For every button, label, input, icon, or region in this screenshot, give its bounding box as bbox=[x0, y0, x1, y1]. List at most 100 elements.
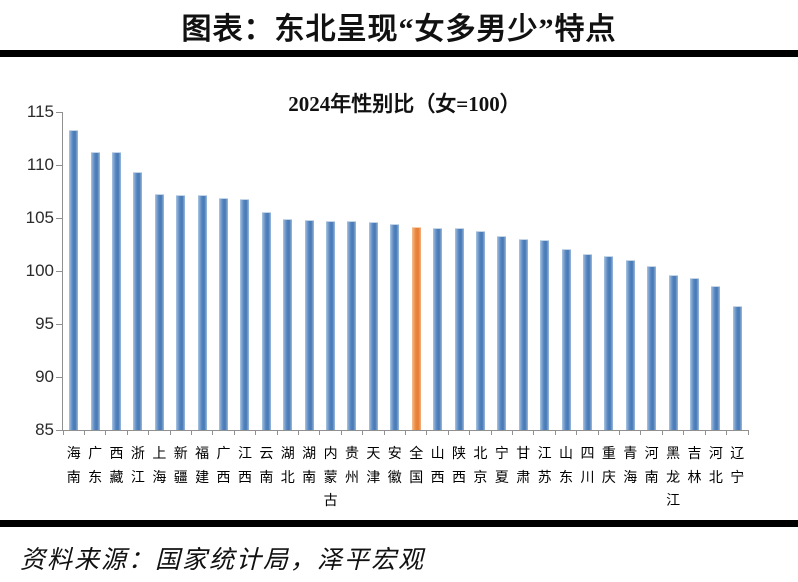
x-axis-label: 江西 bbox=[237, 447, 252, 486]
x-axis-label: 江苏 bbox=[537, 447, 552, 486]
bar bbox=[625, 260, 635, 430]
bar bbox=[540, 240, 550, 430]
bar bbox=[112, 152, 122, 430]
x-axis-label: 全国 bbox=[409, 447, 424, 486]
source-text: 资料来源：国家统计局，泽平宏观 bbox=[20, 547, 426, 574]
y-axis-tick bbox=[56, 217, 62, 219]
x-axis-tick bbox=[276, 430, 278, 435]
bar bbox=[90, 152, 100, 430]
plot-area: 115 110 105 100 95 90 85 海南 广东 西藏 浙江 上海 新疆 福建 广西 江西 云南 湖北… bbox=[26, 103, 749, 509]
x-axis-label: 吉林 bbox=[687, 447, 702, 486]
bar bbox=[368, 222, 378, 430]
x-axis-label: 安徽 bbox=[387, 447, 402, 486]
x-axis-label: 重庆 bbox=[601, 447, 616, 486]
bar bbox=[433, 227, 443, 430]
x-axis-label: 黑龙江 bbox=[666, 447, 681, 509]
bar bbox=[347, 221, 357, 430]
bar bbox=[497, 236, 507, 430]
y-axis-label: 95 bbox=[35, 314, 54, 333]
x-axis-tick bbox=[83, 430, 85, 435]
y-axis-label: 115 bbox=[26, 102, 54, 121]
bar bbox=[133, 172, 143, 430]
x-axis-tick bbox=[576, 430, 578, 435]
x-axis-tick bbox=[405, 430, 406, 435]
x-axis-label: 北京 bbox=[473, 447, 488, 486]
x-axis-label: 河南 bbox=[644, 447, 659, 486]
x-axis-tick bbox=[62, 430, 64, 435]
x-axis-label: 广东 bbox=[88, 447, 103, 486]
y-axis-tick bbox=[56, 323, 62, 325]
x-axis-label: 上海 bbox=[152, 447, 167, 486]
y-axis-tick bbox=[56, 376, 62, 378]
bar bbox=[197, 194, 207, 430]
x-axis-label: 湖南 bbox=[302, 447, 317, 486]
x-axis-tick bbox=[362, 430, 364, 435]
x-axis-tick bbox=[233, 430, 235, 435]
y-axis-tick bbox=[56, 270, 62, 272]
x-axis-tick bbox=[512, 430, 514, 435]
x-axis-label: 四川 bbox=[580, 447, 595, 486]
bar bbox=[454, 227, 464, 430]
bar bbox=[261, 211, 271, 430]
bar-highlight bbox=[411, 226, 421, 430]
x-axis-label: 天津 bbox=[366, 447, 381, 486]
x-axis-label: 云南 bbox=[259, 447, 274, 486]
bar bbox=[390, 224, 400, 430]
bar bbox=[668, 275, 678, 430]
x-axis-tick bbox=[126, 430, 128, 435]
bar bbox=[304, 220, 314, 430]
x-axis-label: 河北 bbox=[708, 447, 723, 486]
x-axis-tick bbox=[190, 430, 192, 435]
x-axis-tick bbox=[597, 430, 599, 435]
x-axis-tick bbox=[661, 430, 663, 435]
x-axis-label: 甘肃 bbox=[516, 447, 531, 486]
x-axis-tick bbox=[640, 430, 642, 435]
bar bbox=[154, 193, 164, 430]
bar bbox=[176, 194, 186, 430]
x-axis-tick bbox=[447, 430, 449, 435]
bar bbox=[326, 221, 336, 430]
x-axis-label: 山西 bbox=[430, 447, 445, 486]
y-axis-label: 100 bbox=[25, 261, 54, 280]
bar bbox=[475, 230, 485, 430]
x-axis-tick bbox=[469, 430, 471, 435]
page-title: 图表：东北呈现“女多男少”特点 bbox=[181, 13, 617, 46]
y-axis-label: 85 bbox=[35, 420, 54, 439]
y-axis-tick bbox=[56, 429, 62, 431]
x-axis-label: 宁夏 bbox=[494, 447, 509, 486]
x-axis-tick bbox=[554, 430, 556, 435]
bar bbox=[732, 306, 742, 430]
x-axis-tick bbox=[726, 430, 728, 435]
x-axis-label: 青海 bbox=[623, 447, 638, 486]
x-axis-tick bbox=[105, 430, 107, 435]
x-axis-tick bbox=[340, 430, 342, 435]
x-axis-tick bbox=[212, 430, 214, 435]
bar bbox=[561, 248, 571, 430]
top-divider bbox=[0, 50, 798, 57]
x-axis-tick bbox=[747, 430, 749, 435]
bar bbox=[518, 239, 528, 430]
x-axis-tick bbox=[255, 430, 257, 435]
bar bbox=[219, 197, 229, 430]
x-axis-tick bbox=[148, 430, 150, 435]
bottom-divider bbox=[0, 520, 798, 527]
x-axis-label: 西藏 bbox=[109, 447, 124, 486]
x-axis-tick bbox=[683, 430, 685, 435]
x-axis-label: 山东 bbox=[559, 447, 574, 486]
chart-title: 2024年性别比（女=100） bbox=[288, 92, 521, 116]
x-axis-tick bbox=[383, 430, 385, 435]
y-axis-label: 110 bbox=[26, 155, 54, 174]
bar bbox=[711, 285, 721, 430]
y-axis-tick bbox=[56, 111, 62, 113]
x-axis-tick bbox=[297, 430, 299, 435]
x-axis-label: 湖北 bbox=[280, 447, 295, 486]
bar bbox=[69, 130, 79, 430]
x-axis-label: 贵州 bbox=[344, 447, 359, 486]
x-axis-label: 陕西 bbox=[452, 447, 467, 486]
y-axis-label: 105 bbox=[25, 208, 54, 227]
bar bbox=[604, 256, 614, 430]
y-axis-tick bbox=[56, 164, 62, 166]
x-axis-label: 浙江 bbox=[130, 447, 145, 486]
x-axis-label: 海南 bbox=[66, 447, 81, 486]
bar bbox=[240, 198, 250, 430]
